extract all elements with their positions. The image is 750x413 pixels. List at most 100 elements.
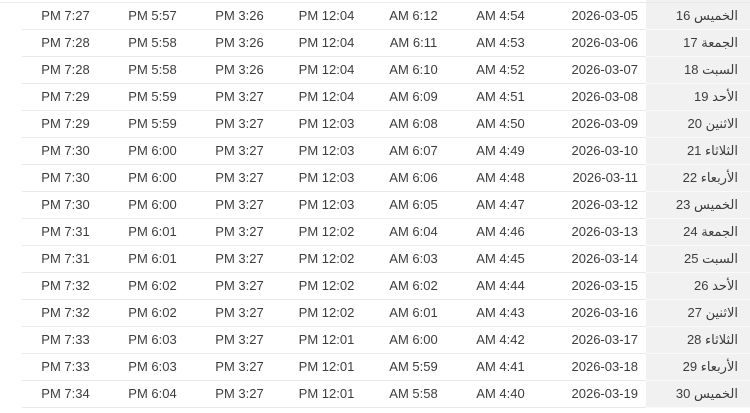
fajr-time-cell: AM 4:43 xyxy=(457,300,544,327)
gregorian-date-cell: 2026-03-17 xyxy=(544,327,646,354)
fajr-time-cell: AM 4:47 xyxy=(457,192,544,219)
hijri-day-cell: الخميس 30 xyxy=(646,381,750,408)
gregorian-date-cell: 2026-03-16 xyxy=(544,300,646,327)
hijri-day-number: 22 xyxy=(682,170,698,185)
maghrib-time-cell: PM 6:01 xyxy=(109,246,196,273)
sunrise-time-cell: AM 6:09 xyxy=(370,84,457,111)
asr-time-cell: PM 3:26 xyxy=(196,30,283,57)
hijri-day-cell: الأربعاء 29 xyxy=(646,354,750,381)
asr-time-cell: PM 3:27 xyxy=(196,192,283,219)
table-row: PM 7:30 PM 6:00 PM 3:27 PM 12:03 AM 6:06… xyxy=(0,165,750,192)
sunrise-time-cell: AM 6:05 xyxy=(370,192,457,219)
asr-time-cell: PM 3:26 xyxy=(196,3,283,30)
weekday-name: الخميس xyxy=(694,386,738,401)
hijri-day-number: 24 xyxy=(683,224,698,239)
isha-time-cell: PM 7:31 xyxy=(22,219,109,246)
asr-time-cell: PM 3:27 xyxy=(196,300,283,327)
hijri-day-number: 18 xyxy=(684,62,699,77)
asr-time-cell: PM 3:27 xyxy=(196,327,283,354)
dhuhr-time-cell: PM 12:01 xyxy=(283,354,370,381)
fajr-time-cell: AM 4:51 xyxy=(457,84,544,111)
weekday-name: الأربعاء xyxy=(700,359,738,374)
hijri-day-cell: الخميس 16 xyxy=(646,3,750,30)
isha-time-cell: PM 7:34 xyxy=(22,381,109,408)
hijri-day-cell: الثلاثاء 28 xyxy=(646,327,750,354)
hijri-day-number: 26 xyxy=(694,278,709,293)
hijri-day-cell: الاثنين 27 xyxy=(646,300,750,327)
weekday-name: الأحد xyxy=(712,89,738,104)
weekday-name: الاثنين xyxy=(705,305,738,320)
maghrib-time-cell: PM 6:01 xyxy=(109,219,196,246)
gregorian-date-cell: 2026-03-13 xyxy=(544,219,646,246)
maghrib-time-cell: PM 6:00 xyxy=(109,138,196,165)
dhuhr-time-cell: PM 12:04 xyxy=(283,57,370,84)
sunrise-time-cell: AM 6:08 xyxy=(370,111,457,138)
hijri-day-number: 28 xyxy=(686,332,702,347)
gregorian-date-cell: 2026-03-06 xyxy=(544,30,646,57)
gregorian-date-cell: 2026-03-14 xyxy=(544,246,646,273)
hijri-day-cell: الأحد 26 xyxy=(646,273,750,300)
sunrise-time-cell: AM 6:01 xyxy=(370,300,457,327)
maghrib-time-cell: PM 5:59 xyxy=(109,84,196,111)
isha-time-cell: PM 7:29 xyxy=(22,111,109,138)
isha-time-cell: PM 7:32 xyxy=(22,273,109,300)
weekday-name: الاثنين xyxy=(705,116,738,131)
sunrise-time-cell: AM 6:07 xyxy=(370,138,457,165)
maghrib-time-cell: PM 6:00 xyxy=(109,165,196,192)
maghrib-time-cell: PM 6:00 xyxy=(109,192,196,219)
weekday-name: الثلاثاء xyxy=(705,332,738,347)
hijri-day-number: 30 xyxy=(675,386,691,401)
gregorian-date-cell: 2026-03-19 xyxy=(544,381,646,408)
gregorian-date-cell: 2026-03-05 xyxy=(544,3,646,30)
fajr-time-cell: AM 4:42 xyxy=(457,327,544,354)
table-row: PM 7:29 PM 5:59 PM 3:27 PM 12:03 AM 6:08… xyxy=(0,111,750,138)
table-row: PM 7:31 PM 6:01 PM 3:27 PM 12:02 AM 6:04… xyxy=(0,219,750,246)
gregorian-date-cell: 2026-03-15 xyxy=(544,273,646,300)
weekday-name: الأربعاء xyxy=(700,170,738,185)
weekday-name: الجمعة xyxy=(701,35,738,50)
sunrise-time-cell: AM 6:04 xyxy=(370,219,457,246)
dhuhr-time-cell: PM 12:01 xyxy=(283,381,370,408)
weekday-name: السبت xyxy=(702,251,738,266)
hijri-day-number: 25 xyxy=(684,251,699,266)
gregorian-date-cell: 2026-03-09 xyxy=(544,111,646,138)
hijri-day-number: 27 xyxy=(687,305,702,320)
table-row: PM 7:34 PM 6:04 PM 3:27 PM 12:01 AM 5:58… xyxy=(0,381,750,408)
hijri-day-cell: الثلاثاء 21 xyxy=(646,138,750,165)
hijri-day-cell: الخميس 23 xyxy=(646,192,750,219)
maghrib-time-cell: PM 6:04 xyxy=(109,381,196,408)
dhuhr-time-cell: PM 12:03 xyxy=(283,138,370,165)
hijri-day-number: 19 xyxy=(694,89,709,104)
asr-time-cell: PM 3:27 xyxy=(196,273,283,300)
table-row: PM 7:32 PM 6:02 PM 3:27 PM 12:02 AM 6:01… xyxy=(0,300,750,327)
table-row: PM 7:31 PM 6:01 PM 3:27 PM 12:02 AM 6:03… xyxy=(0,246,750,273)
hijri-day-number: 21 xyxy=(686,143,702,158)
gregorian-date-cell: 2026-03-10 xyxy=(544,138,646,165)
sunrise-time-cell: AM 6:10 xyxy=(370,57,457,84)
sunrise-time-cell: AM 5:58 xyxy=(370,381,457,408)
hijri-day-cell: الجمعة 17 xyxy=(646,30,750,57)
table-row: PM 7:27 PM 5:57 PM 3:26 PM 12:04 AM 6:12… xyxy=(0,3,750,30)
dhuhr-time-cell: PM 12:04 xyxy=(283,30,370,57)
weekday-name: الخميس xyxy=(694,197,738,212)
fajr-time-cell: AM 4:50 xyxy=(457,111,544,138)
dhuhr-time-cell: PM 12:02 xyxy=(283,300,370,327)
weekday-name: السبت xyxy=(702,62,738,77)
dhuhr-time-cell: PM 12:04 xyxy=(283,84,370,111)
maghrib-time-cell: PM 5:59 xyxy=(109,111,196,138)
sunrise-time-cell: AM 6:03 xyxy=(370,246,457,273)
hijri-day-number: 29 xyxy=(682,359,698,374)
fajr-time-cell: AM 4:52 xyxy=(457,57,544,84)
asr-time-cell: PM 3:27 xyxy=(196,219,283,246)
isha-time-cell: PM 7:30 xyxy=(22,138,109,165)
isha-time-cell: PM 7:33 xyxy=(22,354,109,381)
dhuhr-time-cell: PM 12:01 xyxy=(283,327,370,354)
top-divider xyxy=(0,0,750,3)
hijri-day-cell: الجمعة 24 xyxy=(646,219,750,246)
weekday-name: الأحد xyxy=(712,278,738,293)
table-row: PM 7:32 PM 6:02 PM 3:27 PM 12:02 AM 6:02… xyxy=(0,273,750,300)
isha-time-cell: PM 7:27 xyxy=(22,3,109,30)
isha-time-cell: PM 7:28 xyxy=(22,30,109,57)
gregorian-date-cell: 2026-03-12 xyxy=(544,192,646,219)
sunrise-time-cell: AM 5:59 xyxy=(370,354,457,381)
